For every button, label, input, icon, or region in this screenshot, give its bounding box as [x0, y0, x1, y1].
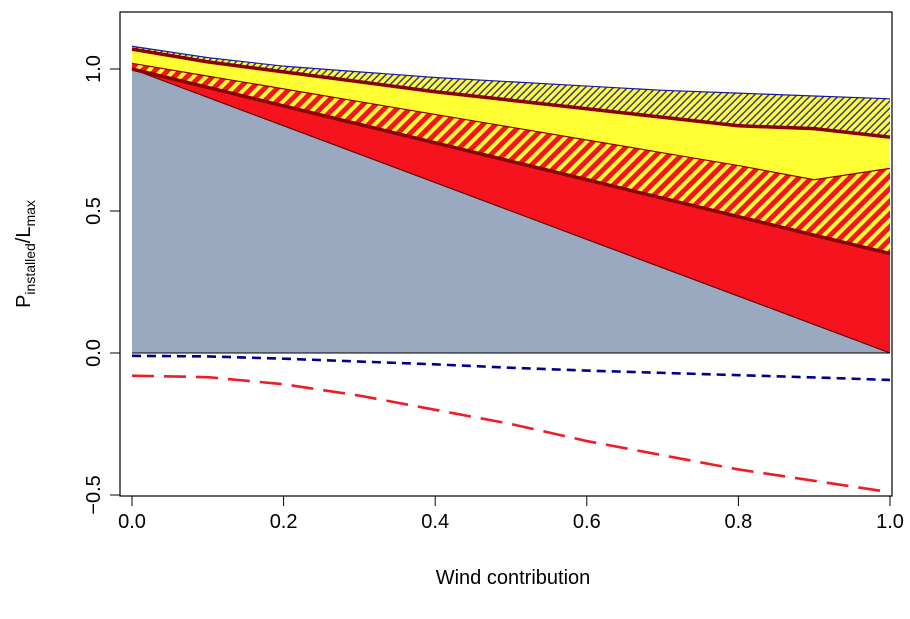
area-band-4: [132, 49, 890, 180]
y-tick-label: 0.0: [83, 339, 105, 367]
x-tick-label: 1.0: [876, 511, 904, 533]
x-tick-label: 0.8: [724, 511, 752, 533]
stacked-areas: [132, 46, 890, 353]
x-tick-label: 0.4: [421, 511, 449, 533]
x-tick-label: 0.0: [118, 511, 146, 533]
series-lines: [131, 45, 891, 494]
x-axis-title: Wind contribution: [436, 567, 591, 589]
y-tick-label: 0.5: [83, 197, 105, 225]
y-axis-title: Pinstalled/Lmax: [13, 200, 38, 308]
band-boundary-2: [131, 67, 891, 256]
band-boundary-5: [131, 45, 891, 100]
y-tick-label: 1.0: [83, 55, 105, 83]
x-tick-label: 0.2: [270, 511, 298, 533]
series-line-6: [131, 354, 891, 382]
x-tick-label: 0.6: [573, 511, 601, 533]
x-axis: 0.0 0.2 0.4 0.6 0.8 1.0: [118, 495, 904, 533]
band-boundary-3: [131, 62, 891, 181]
band-boundary-4: [131, 47, 891, 139]
y-tick-label: −0.5: [83, 475, 105, 514]
y-axis: −0.5 0.0 0.5 1.0: [83, 55, 121, 515]
band-boundary-1: [131, 68, 891, 354]
series-line-7: [131, 374, 891, 494]
